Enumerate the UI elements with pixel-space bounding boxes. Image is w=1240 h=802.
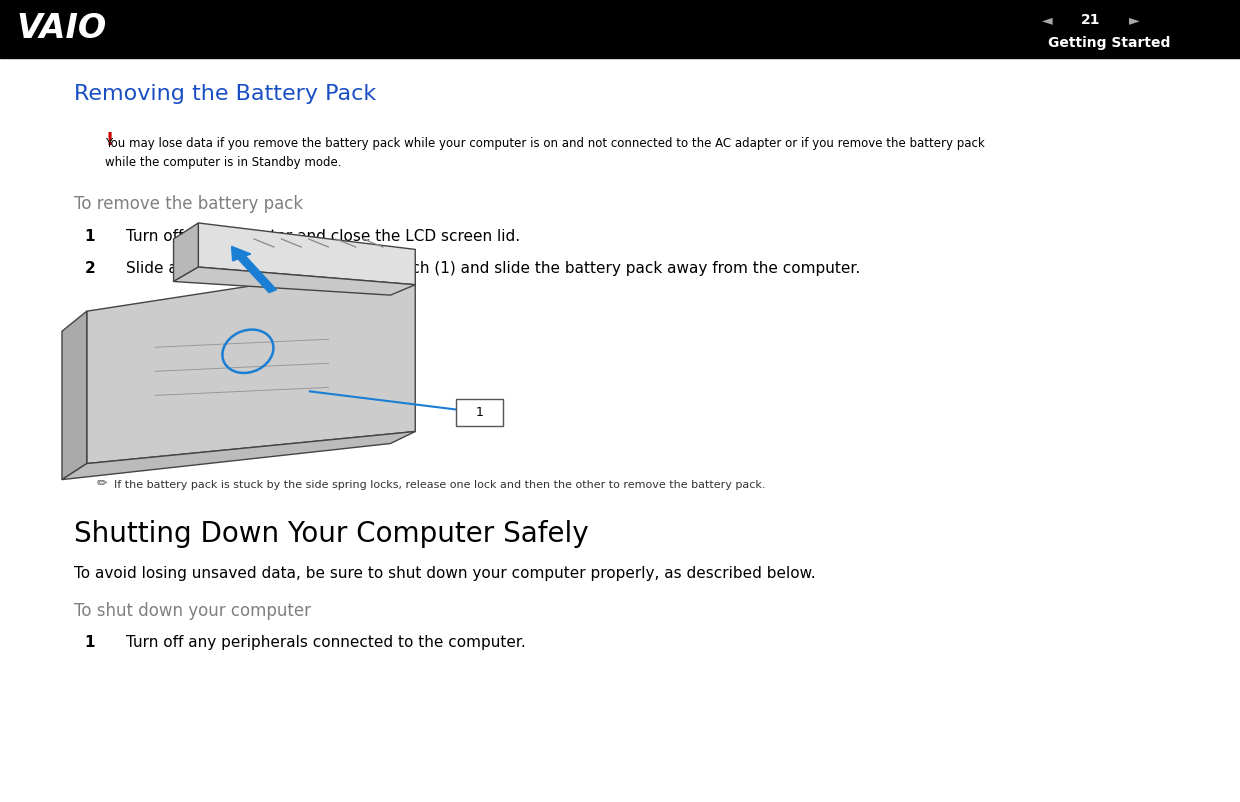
- Text: Turn off any peripherals connected to the computer.: Turn off any peripherals connected to th…: [126, 635, 526, 650]
- Polygon shape: [87, 261, 415, 464]
- Polygon shape: [198, 223, 415, 285]
- Text: 1: 1: [84, 229, 94, 244]
- Text: 2: 2: [84, 261, 95, 276]
- Text: If the battery pack is stuck by the side spring locks, release one lock and then: If the battery pack is stuck by the side…: [114, 480, 765, 489]
- Text: VAIO: VAIO: [16, 12, 107, 46]
- FancyBboxPatch shape: [456, 399, 503, 426]
- Text: !: !: [105, 131, 114, 148]
- Polygon shape: [62, 311, 87, 480]
- Text: ◄: ◄: [1042, 13, 1053, 27]
- Text: ✏: ✏: [97, 477, 107, 490]
- Text: Slide and hold the battery release latch (1) and slide the battery pack away fro: Slide and hold the battery release latch…: [126, 261, 861, 276]
- Text: 1: 1: [84, 635, 94, 650]
- Polygon shape: [174, 223, 198, 282]
- Text: You may lose data if you remove the battery pack while your computer is on and n: You may lose data if you remove the batt…: [105, 137, 985, 169]
- Polygon shape: [62, 431, 415, 480]
- Text: To remove the battery pack: To remove the battery pack: [74, 195, 304, 213]
- Text: To avoid losing unsaved data, be sure to shut down your computer properly, as de: To avoid losing unsaved data, be sure to…: [74, 566, 816, 581]
- Text: Shutting Down Your Computer Safely: Shutting Down Your Computer Safely: [74, 520, 589, 548]
- FancyBboxPatch shape: [0, 0, 1240, 58]
- Text: 1: 1: [476, 406, 484, 419]
- Text: Removing the Battery Pack: Removing the Battery Pack: [74, 84, 377, 104]
- FancyArrow shape: [232, 246, 277, 293]
- Text: Getting Started: Getting Started: [1048, 36, 1171, 51]
- Text: ►: ►: [1128, 13, 1140, 27]
- Text: To shut down your computer: To shut down your computer: [74, 602, 311, 619]
- Text: Turn off the computer and close the LCD screen lid.: Turn off the computer and close the LCD …: [126, 229, 521, 244]
- Text: 21: 21: [1081, 13, 1101, 27]
- Polygon shape: [174, 267, 415, 295]
